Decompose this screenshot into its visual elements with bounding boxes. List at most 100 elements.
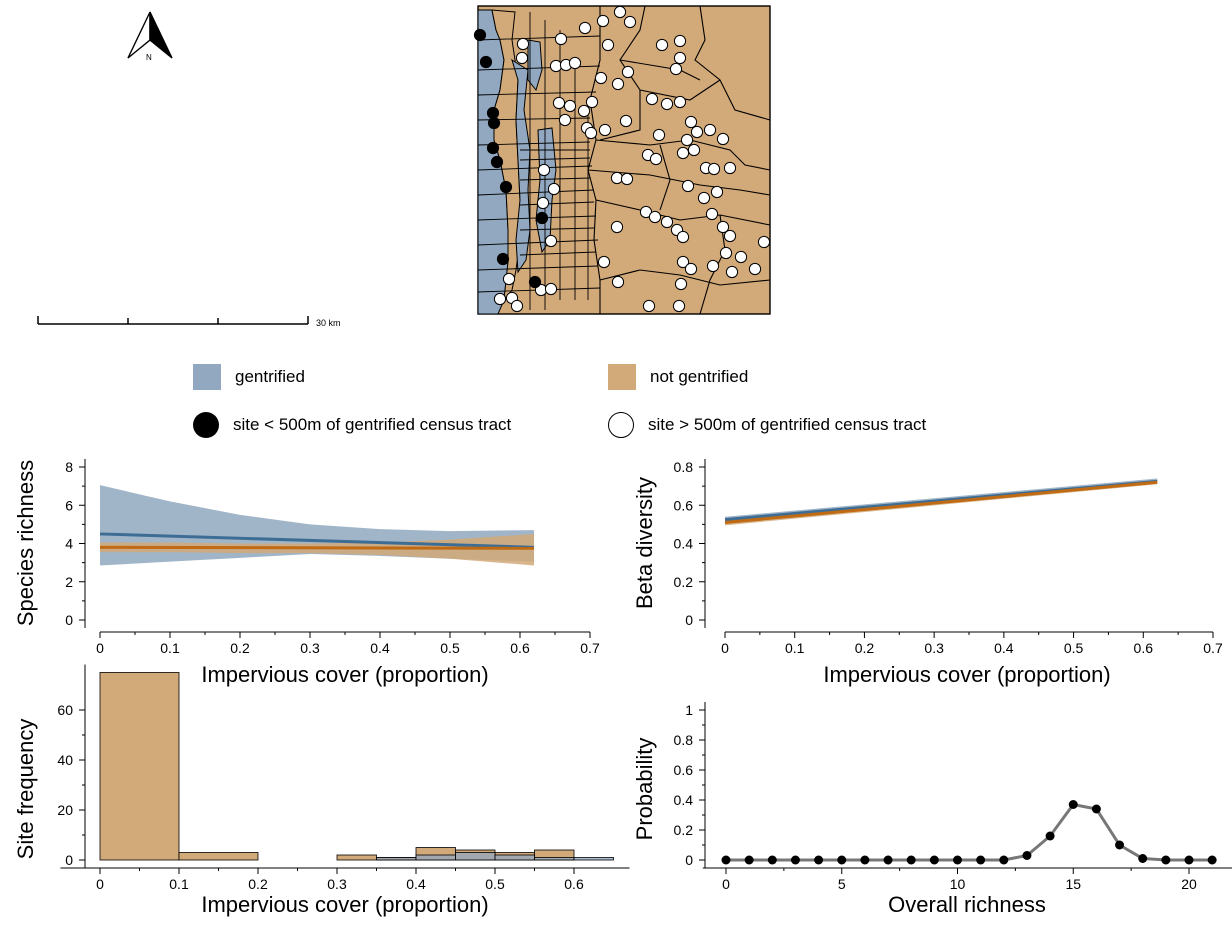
site-far-marker (596, 14, 610, 28)
site-far-marker (516, 37, 530, 51)
site-far-marker (558, 113, 572, 127)
not-gentrified-bar (178, 852, 259, 861)
site-far-marker (611, 275, 625, 289)
site-far-marker (703, 123, 717, 137)
y-tick-label: 2 (65, 574, 73, 590)
legend-not-gentrified: not gentrified (608, 364, 748, 390)
site-far-marker (705, 207, 719, 221)
site-far-marker (690, 125, 704, 139)
site-far-marker (672, 299, 686, 313)
north-label: N (146, 53, 152, 62)
x-tick-label: 0.6 (510, 640, 530, 656)
y-tick-label: 40 (57, 752, 73, 768)
gentrified-bar (376, 857, 417, 861)
y-tick-label: 20 (57, 802, 73, 818)
x-tick-label: 0 (96, 640, 104, 656)
site-near-marker (486, 106, 500, 120)
y-tick-label: 6 (65, 497, 73, 513)
legend-label: site < 500m of gentrified census tract (233, 415, 512, 434)
gentrified-swatch (193, 364, 221, 390)
x-tick-label: 0.6 (1134, 640, 1154, 656)
gentrified-trend-line (99, 532, 535, 549)
site-far-marker (716, 132, 730, 146)
not-gentrified-bar (99, 672, 180, 861)
site-far-marker (510, 299, 524, 313)
site-far-marker (544, 234, 558, 248)
site-far-marker (710, 185, 724, 199)
not-gentrified-bar (336, 854, 377, 861)
site-far-marker (652, 128, 666, 142)
site-far-marker (655, 38, 669, 52)
site-far-marker (611, 77, 625, 91)
site-far-marker (549, 59, 563, 73)
site-far-marker (676, 146, 690, 160)
open-circle-icon (608, 412, 634, 438)
gentrified-bar (494, 854, 535, 861)
x-tick-label: 0.1 (169, 876, 189, 892)
probability-point (721, 855, 731, 865)
site-far-marker (716, 220, 730, 234)
x-tick-label: 0.3 (300, 640, 320, 656)
site-far-marker (597, 255, 611, 269)
site-far-marker (568, 56, 582, 70)
x-tick-label: 0 (96, 876, 104, 892)
gentrified-bar (573, 857, 614, 861)
site-near-marker (528, 275, 542, 289)
site-far-marker (552, 96, 566, 110)
site-far-marker (649, 152, 663, 166)
y-tick-label: 0 (65, 612, 73, 628)
scale-label: 30 km (316, 318, 341, 328)
site-far-marker (601, 38, 615, 52)
legend-site-far: site > 500m of gentrified census tract (608, 412, 926, 438)
site-far-marker (725, 265, 739, 279)
x-tick-label: 0.7 (580, 640, 600, 656)
probability-point (953, 855, 962, 865)
probability-point (1138, 854, 1148, 863)
site-near-marker (487, 116, 501, 130)
north-arrow-icon: N (127, 11, 173, 62)
x-tick-label: 0.4 (406, 876, 426, 892)
x-tick-label: 0.6 (564, 876, 584, 892)
site-near-marker (499, 180, 513, 194)
chart-axes: 0 0.1 0.2 0.3 0.4 0.5 0.6 0.7 0 2 4 6 8 Impervious co… (13, 459, 600, 687)
site-far-marker (697, 191, 711, 205)
legend-site-near: site < 500m of gentrified census tract (193, 412, 511, 438)
site-far-marker (681, 179, 695, 193)
site-far-marker (748, 262, 762, 276)
site-far-marker (594, 71, 608, 85)
scale-bar (37, 316, 309, 325)
site-far-marker (676, 255, 690, 269)
site-far-marker (674, 277, 688, 291)
chart-axes: 0 5 10 15 20 0 0.2 0.4 0.6 0.8 1 Overall richness Pr… (632, 702, 1232, 917)
site-far-marker (544, 282, 558, 296)
filled-circle-icon (193, 412, 219, 438)
site-far-marker (642, 299, 656, 313)
gentrified-bar (534, 857, 575, 861)
probability-point (860, 855, 870, 865)
x-tick-label: 10 (950, 876, 966, 892)
y-tick-label: 0.8 (674, 459, 694, 475)
probability-point (744, 855, 754, 865)
y-axis-title: Probability (632, 738, 657, 841)
y-axis-title: Beta diversity (632, 477, 657, 609)
site-far-marker (660, 97, 674, 111)
site-near-marker (496, 252, 510, 266)
chart-axes: 0 0.1 0.2 0.3 0.4 0.5 0.6 0 20 40 60 Impervious cov… (13, 664, 630, 917)
site-far-marker (537, 163, 551, 177)
probability-point (1115, 840, 1125, 850)
site-far-marker (613, 5, 627, 19)
y-tick-label: 0.4 (674, 792, 694, 808)
site-far-marker (676, 230, 690, 244)
x-tick-label: 0.4 (370, 640, 390, 656)
site-far-marker (585, 95, 599, 109)
x-tick-label: 0.1 (160, 640, 180, 656)
y-tick-label: 0.6 (674, 497, 694, 513)
site-far-marker (584, 126, 598, 140)
site-far-marker (723, 229, 737, 243)
y-tick-label: 4 (65, 536, 73, 552)
y-axis-title: Species richness (13, 460, 38, 626)
site-far-marker (684, 262, 698, 276)
x-tick-label: 0 (721, 640, 729, 656)
site-far-marker (536, 196, 550, 210)
y-axis-title: Site frequency (13, 719, 38, 860)
